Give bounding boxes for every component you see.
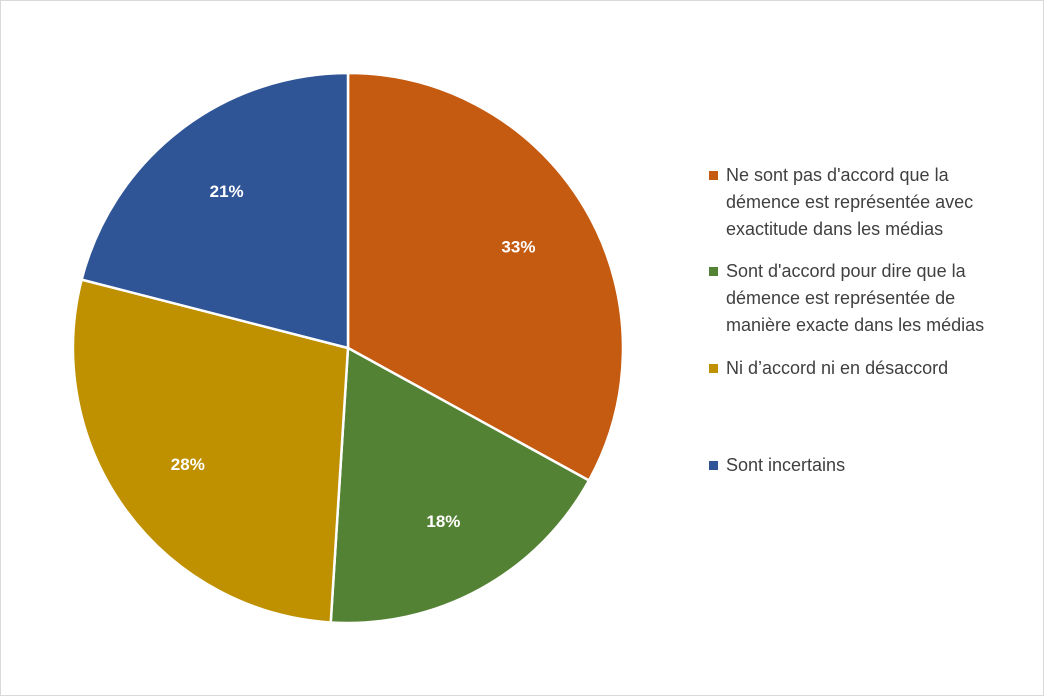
pie-data-labels: 33% 18% 28% 21% bbox=[171, 182, 536, 531]
legend-swatch-disagree bbox=[709, 171, 718, 180]
pie-slice-uncertain bbox=[80, 71, 350, 350]
legend-label-uncertain: Sont incertains bbox=[726, 455, 846, 475]
legend-swatch-neutral bbox=[709, 364, 718, 373]
legend-label-neutral: Ni d’accord ni en désaccord bbox=[726, 358, 949, 378]
data-label-disagree: 33% bbox=[501, 238, 535, 257]
pie-slices bbox=[71, 71, 625, 625]
legend-swatch-agree bbox=[709, 267, 718, 276]
legend-item-neutral: Ni d’accord ni en désaccord bbox=[709, 355, 1031, 382]
pie-slice-agree bbox=[329, 346, 591, 625]
data-label-agree: 18% bbox=[426, 512, 460, 531]
data-label-neutral: 28% bbox=[171, 455, 205, 474]
legend-swatch-uncertain bbox=[709, 461, 718, 470]
pie-slice-disagree bbox=[346, 71, 625, 482]
legend-item-agree: Sont d'accord pour dire que la démence e… bbox=[709, 258, 1031, 339]
legend-label-disagree: Ne sont pas d'accord que la démence est … bbox=[726, 165, 974, 239]
pie-slice-neutral bbox=[71, 278, 350, 624]
legend-item-disagree: Ne sont pas d'accord que la démence est … bbox=[709, 162, 1031, 243]
legend-item-uncertain: Sont incertains bbox=[709, 452, 1031, 479]
data-label-uncertain: 21% bbox=[210, 182, 244, 201]
legend-label-agree: Sont d'accord pour dire que la démence e… bbox=[726, 261, 985, 335]
